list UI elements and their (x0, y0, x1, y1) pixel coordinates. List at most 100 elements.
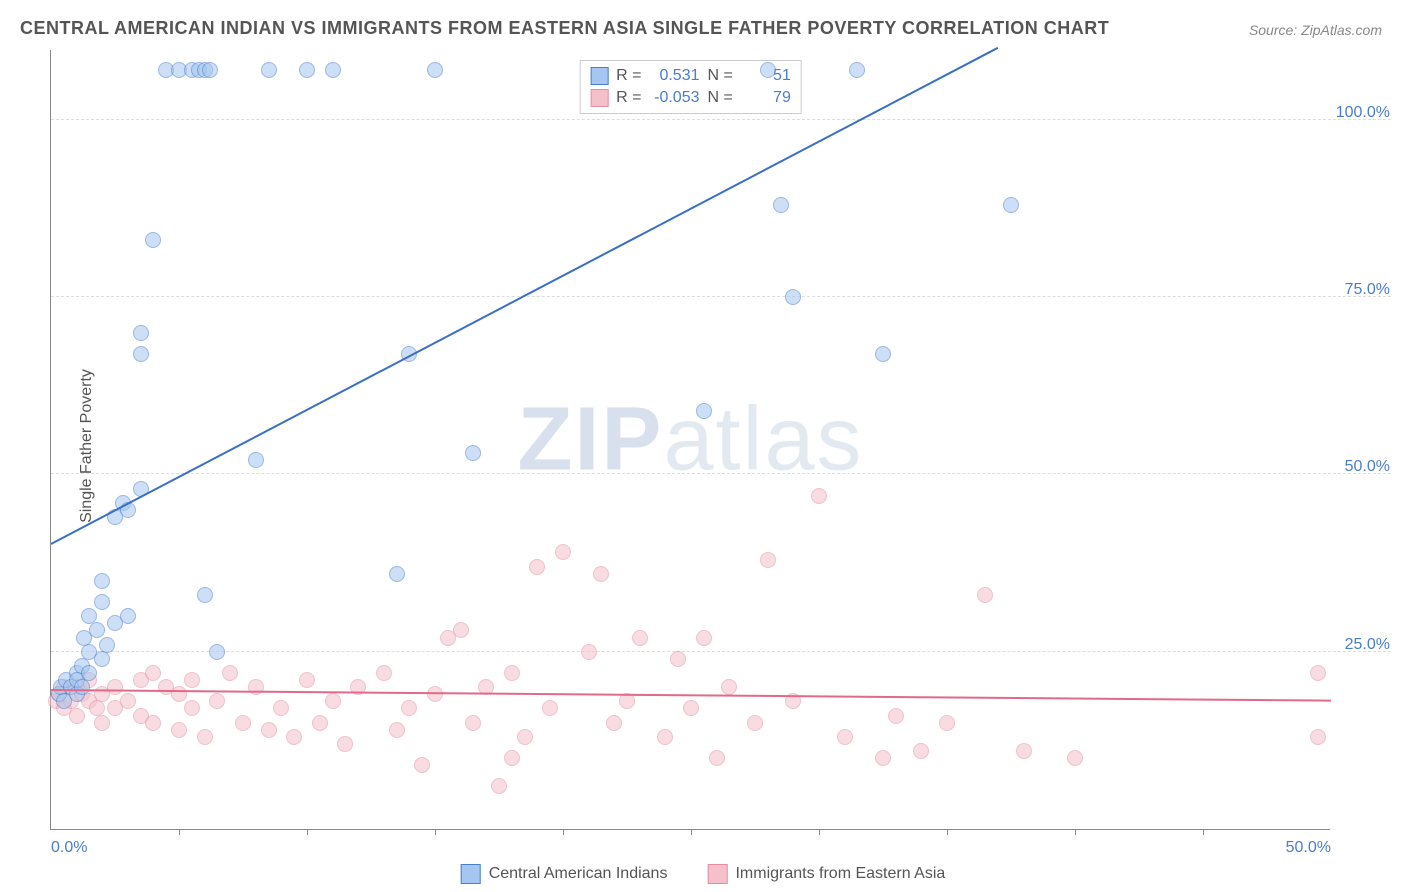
data-point-series-a (875, 346, 891, 362)
r-label: R = (616, 89, 641, 107)
data-point-series-b (184, 672, 200, 688)
data-point-series-b (107, 679, 123, 695)
r-value-series-a: 0.531 (650, 67, 700, 85)
data-point-series-b (1310, 729, 1326, 745)
data-point-series-b (1310, 665, 1326, 681)
data-point-series-b (197, 729, 213, 745)
legend-label-a: Central American Indians (489, 865, 668, 883)
x-tick-mark (179, 829, 180, 835)
data-point-series-b (517, 729, 533, 745)
data-point-series-a (773, 197, 789, 213)
data-point-series-a (81, 665, 97, 681)
data-point-series-b (977, 587, 993, 603)
data-point-series-a (120, 608, 136, 624)
legend-swatch-b (707, 864, 727, 884)
x-tick-mark (563, 829, 564, 835)
data-point-series-a (94, 573, 110, 589)
data-point-series-b (837, 729, 853, 745)
n-label: N = (708, 67, 733, 85)
data-point-series-a (197, 587, 213, 603)
data-point-series-b (299, 672, 315, 688)
data-point-series-b (145, 715, 161, 731)
data-point-series-b (529, 559, 545, 575)
data-point-series-b (504, 750, 520, 766)
data-point-series-b (606, 715, 622, 731)
data-point-series-b (209, 693, 225, 709)
n-label: N = (708, 89, 733, 107)
data-point-series-b (491, 778, 507, 794)
gridline (51, 119, 1391, 120)
data-point-series-a (99, 637, 115, 653)
legend-item-series-b: Immigrants from Eastern Asia (707, 864, 945, 884)
data-point-series-b (312, 715, 328, 731)
legend-swatch-a (461, 864, 481, 884)
data-point-series-b (811, 488, 827, 504)
legend-item-series-a: Central American Indians (461, 864, 668, 884)
data-point-series-b (913, 743, 929, 759)
data-point-series-a (248, 452, 264, 468)
data-point-series-b (593, 566, 609, 582)
plot-region: ZIPatlas R = 0.531 N = 51 R = -0.053 N =… (50, 50, 1330, 830)
data-point-series-b (325, 693, 341, 709)
data-point-series-b (696, 630, 712, 646)
data-point-series-b (120, 693, 136, 709)
x-tick-mark (307, 829, 308, 835)
data-point-series-a (89, 622, 105, 638)
x-tick-mark (947, 829, 948, 835)
data-point-series-a (760, 62, 776, 78)
data-point-series-a (145, 232, 161, 248)
data-point-series-b (427, 686, 443, 702)
chart-title: CENTRAL AMERICAN INDIAN VS IMMIGRANTS FR… (20, 18, 1109, 39)
data-point-series-b (670, 651, 686, 667)
x-tick-mark (1203, 829, 1204, 835)
data-point-series-b (1016, 743, 1032, 759)
swatch-series-a (590, 67, 608, 85)
data-point-series-b (184, 700, 200, 716)
data-point-series-a (74, 679, 90, 695)
data-point-series-b (235, 715, 251, 731)
r-value-series-b: -0.053 (650, 89, 700, 107)
y-tick-label: 75.0% (1345, 281, 1390, 299)
data-point-series-b (721, 679, 737, 695)
data-point-series-a (133, 325, 149, 341)
data-point-series-b (94, 715, 110, 731)
swatch-series-b (590, 89, 608, 107)
data-point-series-b (875, 750, 891, 766)
data-point-series-a (299, 62, 315, 78)
data-point-series-a (427, 62, 443, 78)
data-point-series-b (1067, 750, 1083, 766)
data-point-series-b (222, 665, 238, 681)
n-value-series-b: 79 (741, 89, 791, 107)
x-tick-end: 50.0% (1286, 839, 1331, 857)
x-tick-mark (691, 829, 692, 835)
data-point-series-a (785, 289, 801, 305)
data-point-series-a (325, 62, 341, 78)
data-point-series-a (209, 644, 225, 660)
data-point-series-a (94, 594, 110, 610)
x-tick-start: 0.0% (51, 839, 87, 857)
data-point-series-b (286, 729, 302, 745)
x-tick-mark (1075, 829, 1076, 835)
data-point-series-b (261, 722, 277, 738)
data-point-series-a (94, 651, 110, 667)
gridline (51, 651, 1391, 652)
data-point-series-b (273, 700, 289, 716)
data-point-series-b (69, 708, 85, 724)
y-tick-label: 100.0% (1336, 104, 1390, 122)
source-attribution: Source: ZipAtlas.com (1249, 22, 1382, 38)
data-point-series-a (389, 566, 405, 582)
data-point-series-a (202, 62, 218, 78)
data-point-series-b (542, 700, 558, 716)
data-point-series-b (683, 700, 699, 716)
data-point-series-b (555, 544, 571, 560)
data-point-series-b (465, 715, 481, 731)
data-point-series-b (414, 757, 430, 773)
gridline (51, 473, 1391, 474)
data-point-series-b (376, 665, 392, 681)
data-point-series-a (849, 62, 865, 78)
gridline (51, 296, 1391, 297)
data-point-series-b (581, 644, 597, 660)
data-point-series-b (760, 552, 776, 568)
data-point-series-b (389, 722, 405, 738)
x-tick-mark (819, 829, 820, 835)
